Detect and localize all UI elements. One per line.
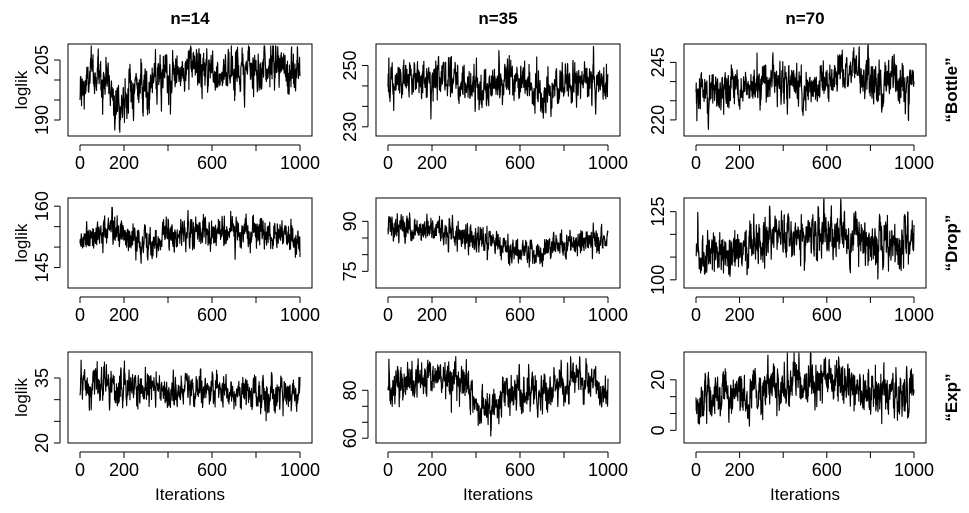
x-tick-label: 0 <box>691 153 701 173</box>
plot-frame <box>683 351 927 444</box>
y-tick-label: 100 <box>648 265 668 295</box>
x-tick-label: 0 <box>383 460 393 480</box>
y-tick-label: 0 <box>648 425 668 435</box>
y-tick-label: 205 <box>32 45 52 75</box>
plot-frame <box>67 43 313 137</box>
plot-frame <box>375 43 621 137</box>
y-tick-label: 60 <box>340 428 360 448</box>
y-axis-title: loglik <box>12 70 31 109</box>
x-tick-label: 600 <box>197 305 227 325</box>
y-tick-label: 35 <box>32 368 52 388</box>
trace-line <box>387 356 609 437</box>
plot-frame <box>683 197 927 289</box>
x-tick-label: 0 <box>75 460 85 480</box>
x-axis-title-1: Iterations <box>463 485 533 504</box>
x-tick-label: 200 <box>109 305 139 325</box>
plot-frame <box>683 43 927 137</box>
x-tick-label: 200 <box>109 153 139 173</box>
plot-frame <box>375 197 621 289</box>
panel-r2-c1: 60 80 0 200 600 1000 <box>340 351 628 480</box>
y-tick-label: 145 <box>32 253 52 283</box>
x-tick-label: 1000 <box>588 460 628 480</box>
x-tick-label: 0 <box>691 460 701 480</box>
x-tick-label: 600 <box>812 460 842 480</box>
x-tick-label: 0 <box>383 153 393 173</box>
panel-r1-c1: 75 90 0 200 600 1000 <box>340 197 628 325</box>
x-tick-label: 1000 <box>588 153 628 173</box>
x-tick-label: 200 <box>725 460 755 480</box>
x-tick-label: 200 <box>725 153 755 173</box>
x-tick-label: 200 <box>417 153 447 173</box>
x-tick-label: 600 <box>812 153 842 173</box>
trace-line <box>79 206 301 264</box>
row-label-0: “Bottle” <box>942 57 961 122</box>
trace-line <box>387 212 609 268</box>
y-tick-label: 75 <box>340 261 360 281</box>
plot-frame <box>67 351 313 444</box>
x-tick-label: 600 <box>197 153 227 173</box>
plot-frame <box>67 197 313 289</box>
x-tick-label: 1000 <box>894 460 934 480</box>
y-tick-label: 20 <box>648 370 668 390</box>
y-tick-label: 245 <box>648 47 668 77</box>
x-axis-title-0: Iterations <box>155 485 225 504</box>
x-tick-label: 600 <box>505 305 535 325</box>
panel-r0-c1: 230 250 0 200 600 1000 <box>340 43 628 173</box>
y-tick-label: 230 <box>340 112 360 142</box>
plot-frame <box>375 351 621 444</box>
x-tick-label: 600 <box>505 460 535 480</box>
row-label-2: “Exp” <box>942 373 961 421</box>
x-tick-label: 200 <box>109 460 139 480</box>
y-tick-label: 20 <box>32 433 52 453</box>
y-tick-label: 250 <box>340 50 360 80</box>
x-tick-label: 200 <box>417 460 447 480</box>
y-tick-label: 125 <box>648 197 668 227</box>
x-tick-label: 600 <box>197 460 227 480</box>
column-title-0: n=14 <box>170 9 210 28</box>
trace-line <box>695 44 915 131</box>
trace-line <box>79 359 301 422</box>
x-tick-label: 1000 <box>280 153 320 173</box>
column-title-1: n=35 <box>478 9 517 28</box>
column-title-2: n=70 <box>785 9 824 28</box>
x-tick-label: 600 <box>812 305 842 325</box>
x-tick-label: 0 <box>75 153 85 173</box>
x-tick-label: 0 <box>691 305 701 325</box>
y-tick-label: 80 <box>340 380 360 400</box>
y-tick-label: 160 <box>32 191 52 221</box>
x-tick-label: 0 <box>75 305 85 325</box>
x-axis-title-2: Iterations <box>770 485 840 504</box>
trace-line <box>695 198 915 280</box>
x-tick-label: 1000 <box>280 460 320 480</box>
x-tick-label: 200 <box>417 305 447 325</box>
x-tick-label: 1000 <box>894 305 934 325</box>
trace-line <box>79 45 301 133</box>
x-tick-label: 1000 <box>280 305 320 325</box>
trace-line <box>695 352 915 427</box>
y-tick-label: 190 <box>32 105 52 135</box>
y-axis-title: loglik <box>12 223 31 262</box>
y-tick-label: 90 <box>340 211 360 231</box>
y-tick-label: 220 <box>648 105 668 135</box>
x-tick-label: 0 <box>383 305 393 325</box>
panel-r1-c2: 100 125 0 200 600 1000 <box>648 197 934 325</box>
trace-line <box>387 45 609 120</box>
x-tick-label: 200 <box>725 305 755 325</box>
x-tick-label: 1000 <box>894 153 934 173</box>
x-tick-label: 1000 <box>588 305 628 325</box>
y-axis-title: loglik <box>12 378 31 417</box>
panel-r0-c2: 220 245 0 200 600 1000 <box>648 43 934 173</box>
x-tick-label: 600 <box>505 153 535 173</box>
row-label-1: “Drop” <box>942 215 961 272</box>
